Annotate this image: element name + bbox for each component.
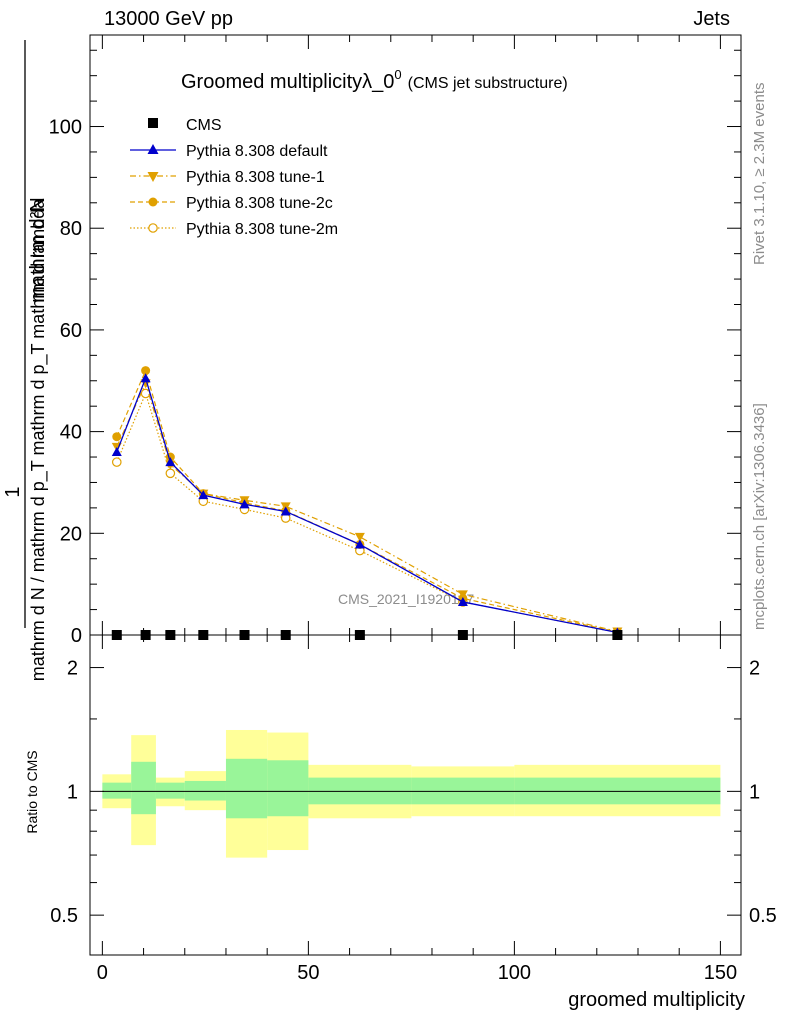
point-pythia-8-308-default: [239, 499, 250, 509]
main-y-axis-label: 1 mathrm d²N mathrm d N / mathrm d p_T m…: [2, 40, 49, 681]
legend-marker-tune1: [147, 172, 159, 182]
main-axis-ticks: 0 20 40 60 80 100: [49, 35, 741, 647]
point-pythia-8-308-tune-2c: [112, 432, 122, 442]
ratio-band-inner-bin: [184, 780, 226, 801]
ratio-axis-ticks: 0.5 0.5 1 1 2 2 0 50 100 150: [50, 635, 777, 984]
series-line-pythia-8-308-tune-1: [116, 381, 618, 633]
point-pythia-8-308-tune-1: [354, 532, 365, 542]
x-tick-label: 0: [97, 962, 108, 984]
title-sub: (CMS jet substructure): [408, 75, 568, 92]
chart-title: Groomed multiplicityλ_00 (CMS jet substru…: [181, 67, 568, 93]
point-cms: [140, 630, 151, 640]
title-superscript: 0: [394, 67, 401, 82]
point-cms: [111, 630, 122, 640]
ratio-band-inner-bin: [131, 761, 156, 815]
point-pythia-8-308-tune-1: [457, 590, 468, 600]
legend-marker-tune2c: [148, 197, 158, 207]
y-tick-label: 100: [49, 117, 82, 139]
legend-label-cms: CMS: [186, 117, 222, 134]
point-pythia-8-308-tune-2m: [140, 388, 151, 399]
point-pythia-8-308-default: [140, 373, 151, 383]
point-cms: [198, 630, 209, 640]
point-pythia-8-308-default: [111, 446, 122, 456]
ratio-y-tick-label-right: 1: [749, 781, 760, 803]
legend-marker-cms: [148, 118, 158, 128]
ratio-y-tick-label-right: 0.5: [749, 905, 777, 927]
ratio-band-inner-bin: [155, 782, 185, 799]
point-pythia-8-308-default: [354, 539, 365, 549]
ratio-y-tick-label-right: 2: [749, 658, 760, 680]
y-tick-label: 60: [60, 320, 82, 342]
ratio-band-inner-bin: [267, 760, 309, 817]
point-pythia-8-308-default: [198, 490, 209, 500]
ratio-y-label: Ratio to CMS: [24, 750, 40, 833]
header-right: Jets: [693, 8, 730, 30]
point-pythia-8-308-tune-2m: [111, 457, 122, 467]
y-label-fraction-one: 1: [2, 486, 24, 497]
y-tick-label: 80: [60, 218, 82, 240]
ratio-y-tick-label: 2: [67, 658, 78, 680]
analysis-watermark: CMS_2021_I1920187: [338, 591, 474, 607]
point-pythia-8-308-tune-2c: [141, 366, 151, 376]
y-tick-label: 40: [60, 422, 82, 444]
ratio-band-inner-bin: [102, 782, 132, 799]
series-line-pythia-8-308-tune-2m: [116, 391, 618, 634]
legend-label-tune2c: Pythia 8.308 tune-2c: [186, 195, 333, 212]
point-pythia-8-308-default: [457, 596, 468, 606]
title-main: Groomed multiplicityλ_0: [181, 71, 394, 93]
ratio-y-tick-label: 1: [67, 781, 78, 803]
y-tick-label: 20: [60, 523, 82, 545]
series-layer: [111, 366, 623, 640]
legend: CMS Pythia 8.308 default Pythia 8.308 tu…: [130, 117, 338, 238]
x-tick-label: 50: [297, 962, 319, 984]
point-pythia-8-308-default: [280, 506, 291, 516]
point-pythia-8-308-default: [165, 457, 176, 467]
point-cms: [354, 630, 365, 640]
ratio-band-inner-bin: [225, 758, 268, 819]
legend-marker-tune2m: [148, 223, 158, 233]
point-cms: [280, 630, 291, 640]
header-left: 13000 GeV pp: [104, 8, 233, 30]
ratio-y-tick-label: 0.5: [50, 905, 78, 927]
mcplots-label: mcplots.cern.ch [arXiv:1306.3436]: [751, 403, 768, 630]
y-label-numerator: mathrm d²N: [27, 197, 49, 303]
point-cms: [612, 630, 623, 640]
x-tick-label: 150: [704, 962, 737, 984]
legend-marker-default: [147, 144, 159, 154]
y-tick-label: 0: [71, 625, 82, 647]
x-tick-label: 100: [498, 962, 531, 984]
point-cms: [239, 630, 250, 640]
ratio-band-inner: [102, 758, 721, 819]
legend-label-tune2m: Pythia 8.308 tune-2m: [186, 221, 338, 238]
legend-label-tune1: Pythia 8.308 tune-1: [186, 169, 325, 186]
point-pythia-8-308-tune-2m: [165, 468, 176, 479]
point-cms: [165, 630, 176, 640]
point-cms: [457, 630, 468, 640]
ratio-frame: [89, 634, 742, 956]
y-label-main: mathrm d N / mathrm d p_T mathrm d p_T m…: [28, 198, 49, 681]
rivet-label: Rivet 3.1.10, ≥ 2.3M events: [751, 83, 768, 266]
legend-label-default: Pythia 8.308 default: [186, 143, 328, 160]
x-axis-label: groomed multiplicity: [568, 989, 745, 1011]
